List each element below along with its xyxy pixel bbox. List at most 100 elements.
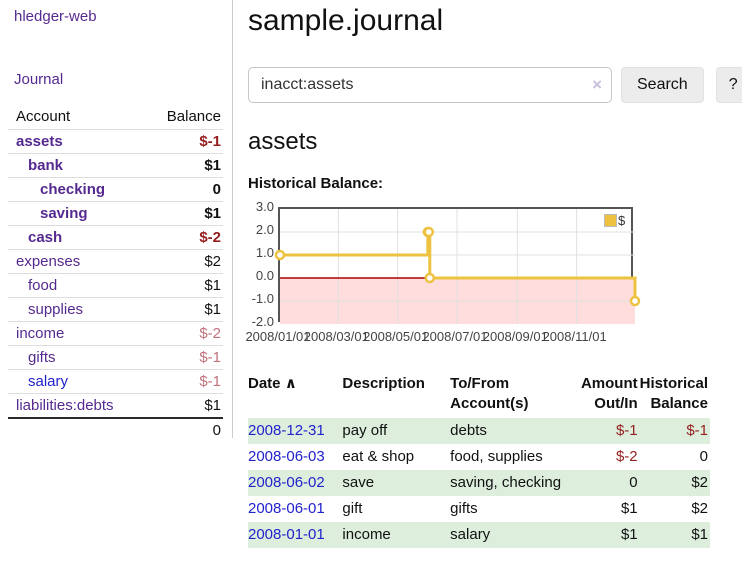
transaction-accounts: gifts: [450, 500, 478, 517]
account-row: checking 0: [8, 177, 223, 202]
page-title: sample.journal: [248, 4, 444, 37]
account-link-assets[interactable]: assets: [16, 133, 63, 150]
transaction-description: eat & shop: [342, 448, 415, 465]
account-link-supplies[interactable]: supplies: [28, 301, 84, 318]
clear-search-icon[interactable]: ×: [592, 75, 602, 94]
accounts-total-value: 0: [212, 422, 221, 439]
x-axis-tick: 2008/07/01: [422, 329, 488, 344]
transaction-balance: $2: [691, 474, 708, 491]
account-balance: $1: [204, 397, 221, 414]
y-axis-tick: 2.0: [255, 222, 274, 237]
data-point-marker: [274, 249, 286, 261]
account-balance: $-1: [199, 349, 221, 366]
data-point-marker: [423, 226, 435, 238]
register-header-amount: Amount Out/In: [580, 375, 638, 412]
account-row: saving $1: [8, 201, 223, 226]
accounts-total-row: 0: [8, 418, 223, 442]
transaction-date-link[interactable]: 2008-01-01: [248, 526, 325, 543]
account-link-expenses[interactable]: expenses: [16, 253, 81, 270]
account-row: food $1: [8, 273, 223, 298]
accounts-header-row: Account Balance: [8, 104, 223, 130]
x-axis-tick: 2008/09/01: [482, 329, 548, 344]
transaction-balance: $1: [691, 526, 708, 543]
app-title-link[interactable]: hledger-web: [14, 8, 97, 25]
account-link-cash[interactable]: cash: [28, 229, 63, 246]
accounts-header-balance: Balance: [166, 108, 221, 125]
account-row: gifts $-1: [8, 345, 223, 370]
register-table: Date ∧ Description To/From Account(s) Am…: [248, 372, 710, 548]
y-axis-tick: 3.0: [255, 199, 274, 214]
accounts-table: Account Balance assets $-1 bank $1 check…: [8, 104, 223, 442]
transaction-amount: $1: [620, 526, 638, 543]
x-axis-tick: 2008/05/01: [363, 329, 429, 344]
chart-canvas: [274, 209, 641, 324]
transaction-description: save: [342, 474, 375, 491]
x-axis-tick: 2008/11/01: [542, 329, 607, 344]
account-link-gifts[interactable]: gifts: [28, 349, 56, 366]
transaction-date-link[interactable]: 2008-06-01: [248, 500, 325, 517]
register-header-row: Date ∧ Description To/From Account(s) Am…: [248, 372, 710, 418]
account-heading: assets: [248, 128, 318, 155]
register-row: 2008-06-01 gift gifts $1 $2: [248, 496, 710, 522]
transaction-accounts: food, supplies: [450, 448, 543, 465]
transaction-balance: $-1: [686, 422, 708, 439]
transaction-accounts: saving, checking: [450, 474, 562, 491]
transaction-amount: 0: [629, 474, 638, 491]
x-axis-tick: 2008/03/01: [303, 329, 369, 344]
account-row: bank $1: [8, 153, 223, 178]
sidebar-item-journal[interactable]: Journal: [14, 71, 64, 88]
transaction-date-link[interactable]: 2008-06-02: [248, 474, 325, 491]
account-balance: $1: [204, 205, 221, 222]
help-button[interactable]: ?: [715, 67, 742, 103]
search-input[interactable]: [248, 67, 612, 103]
register-header-balance: Historical Balance: [639, 375, 708, 412]
transaction-balance: $2: [691, 500, 708, 517]
transaction-description: income: [342, 526, 391, 543]
account-link-saving[interactable]: saving: [40, 205, 88, 222]
chart-title: Historical Balance:: [248, 175, 384, 192]
account-link-salary[interactable]: salary: [28, 373, 69, 390]
transaction-description: pay off: [342, 422, 388, 439]
chart-plot-area: [274, 207, 641, 324]
register-header-account: To/From Account(s): [450, 375, 529, 412]
data-point-marker: [629, 295, 641, 307]
register-header-description: Description: [342, 375, 425, 392]
transaction-accounts: salary: [450, 526, 491, 543]
account-balance: $-1: [199, 373, 221, 390]
transaction-accounts: debts: [450, 422, 487, 439]
account-row: salary $-1: [8, 369, 223, 394]
sort-asc-icon[interactable]: ∧: [284, 375, 297, 392]
register-row: 2008-06-02 save saving, checking 0 $2: [248, 470, 710, 496]
register-header-date[interactable]: Date ∧: [248, 375, 297, 392]
account-balance: $-1: [199, 133, 221, 150]
transaction-date-link[interactable]: 2008-06-03: [248, 448, 325, 465]
y-axis-tick: -1.0: [251, 291, 274, 306]
transaction-amount: $1: [620, 500, 638, 517]
search-form: × Search ?: [248, 67, 742, 103]
account-balance: $1: [204, 157, 221, 174]
account-balance: $1: [204, 301, 221, 318]
accounts-header-account: Account: [16, 108, 71, 125]
transaction-balance: 0: [699, 448, 708, 465]
y-axis-tick: 0.0: [255, 268, 274, 283]
account-link-liabilities-debts[interactable]: liabilities:debts: [16, 397, 114, 414]
account-balance: $2: [204, 253, 221, 270]
search-button[interactable]: Search: [621, 67, 704, 103]
data-point-marker: [424, 272, 436, 284]
account-link-checking[interactable]: checking: [40, 181, 106, 198]
account-row: supplies $1: [8, 297, 223, 322]
transaction-date-link[interactable]: 2008-12-31: [248, 422, 325, 439]
account-link-income[interactable]: income: [16, 325, 65, 342]
legend-label: $: [618, 213, 626, 228]
account-link-food[interactable]: food: [28, 277, 58, 294]
account-balance: $-2: [199, 229, 221, 246]
balance-chart: 3.0 2.0 1.0 0.0 -1.0 -2.0 2008/01/01 2008/03/0…: [245, 199, 688, 350]
account-link-bank[interactable]: bank: [28, 157, 64, 174]
account-row: assets $-1: [8, 129, 223, 154]
y-axis-tick: -2.0: [251, 314, 274, 329]
account-row: cash $-2: [8, 225, 223, 250]
x-axis-tick: 2008/01/01: [245, 329, 311, 344]
register-row: 2008-01-01 income salary $1 $1: [248, 522, 710, 548]
transaction-description: gift: [342, 500, 363, 517]
account-row: income $-2: [8, 321, 223, 346]
